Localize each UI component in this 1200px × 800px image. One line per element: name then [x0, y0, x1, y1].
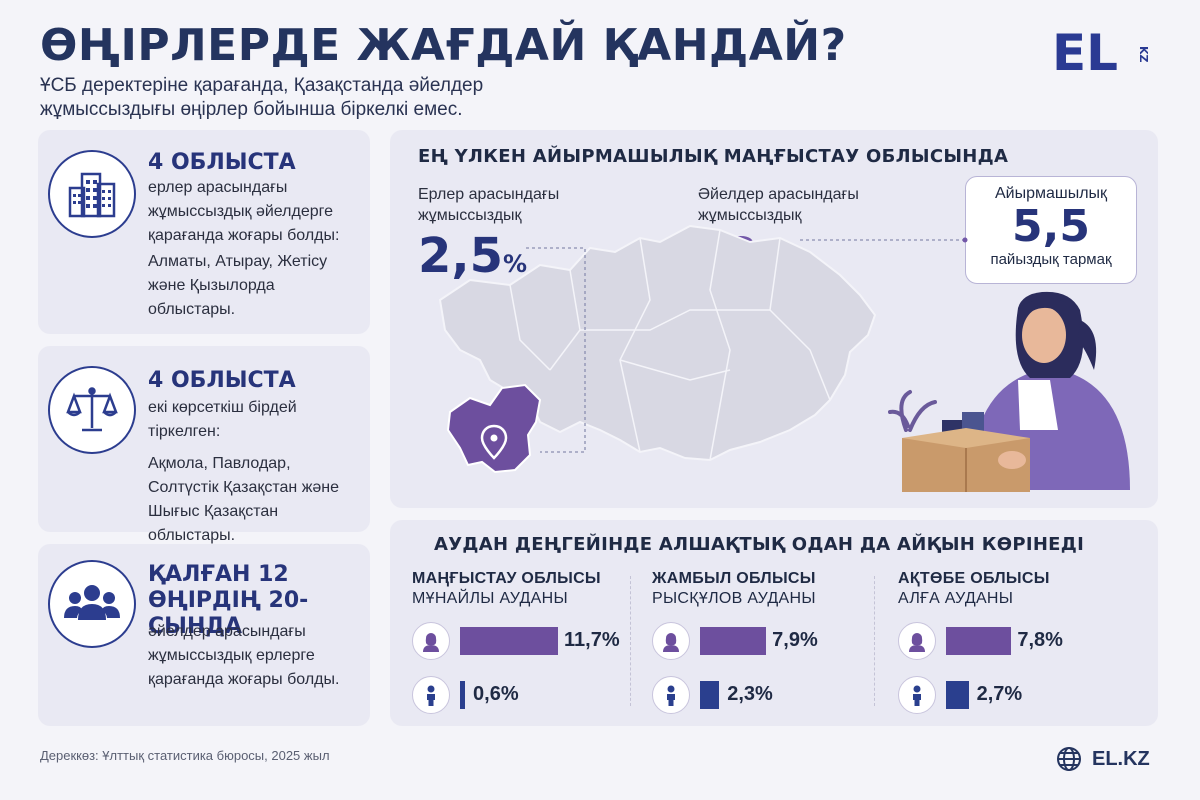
card-region-list: Ақмола, Павлодар, Солтүстік Қазақстан жә… [148, 455, 340, 544]
people-group-icon [48, 560, 136, 648]
women-bar [460, 627, 558, 655]
men-value: 0,6% [473, 683, 519, 705]
kazakhstan-map [438, 224, 1130, 492]
district-section: АУДАН ДЕҢГЕЙІНДЕ АЛШАҚТЫҚ ОДАН ДА АЙҚЫН … [390, 520, 1158, 726]
women-value: 11,7% [564, 629, 620, 651]
card-heading: ҚАЛҒАН 12 ӨҢІРДІҢ 20-СЫНДА [148, 562, 309, 639]
difference-label: Айырмашылық [994, 185, 1108, 202]
women-unemployment-label: Әйелдер арасындағы жұмыссыздық [698, 186, 859, 224]
page-title: ӨҢІРЛЕРДЕ ЖАҒДАЙ ҚАНДАЙ? [40, 20, 847, 71]
location-pin-icon [480, 424, 508, 460]
el-kz-logo: EL KZ [1052, 24, 1150, 76]
women-bar [946, 627, 1012, 655]
district-column: ЖАМБЫЛ ОБЛЫСЫ РЫСҚҰЛОВ АУДАНЫ 7,9% 2,3% [652, 570, 892, 720]
man-icon [652, 676, 690, 714]
men-unemployment-value: 2,5% [418, 228, 528, 284]
district-heading: АУДАН ДЕҢГЕЙІНДЕ АЛШАҚТЫҚ ОДАН ДА АЙҚЫН … [434, 534, 1085, 555]
district-name: АЛҒА АУДАНЫ [898, 590, 1014, 607]
card-text: екі көрсеткіш бірдей тіркелген: [148, 399, 297, 440]
region-name: ЖАМБЫЛ ОБЛЫСЫ [652, 570, 816, 587]
info-card-women-higher: ҚАЛҒАН 12 ӨҢІРДІҢ 20-СЫНДА әйелдер арасы… [38, 544, 370, 726]
svg-text:EL: EL [1052, 24, 1118, 76]
info-card-equal: 4 ОБЛЫСТА екі көрсеткіш бірдей тіркелген… [38, 346, 370, 544]
column-divider [874, 576, 875, 706]
region-name: МАҢҒЫСТАУ ОБЛЫСЫ [412, 570, 601, 587]
card-text: ерлер арасындағы жұмыссыздық әйелдерге қ… [148, 179, 340, 244]
scales-icon [48, 366, 136, 454]
buildings-icon [48, 150, 136, 238]
difference-box: Айырмашылық 5,5 пайыздық тармақ [965, 176, 1137, 284]
footer-site-label: EL.KZ [1092, 747, 1150, 770]
district-column: МАҢҒЫСТАУ ОБЛЫСЫ МҰНАЙЛЫ АУДАНЫ 11,7% 0,6% [412, 570, 652, 720]
footer-brand[interactable]: EL.KZ [1056, 746, 1150, 772]
women-value: 7,8% [1017, 629, 1063, 651]
district-name: РЫСҚҰЛОВ АУДАНЫ [652, 590, 816, 607]
man-icon [898, 676, 936, 714]
woman-icon [652, 622, 690, 660]
difference-value: 5,5 [1012, 201, 1090, 252]
men-value: 2,3% [727, 683, 773, 705]
district-column: АҚТӨБЕ ОБЛЫСЫ АЛҒА АУДАНЫ 7,8% 2,7% [898, 570, 1138, 720]
men-bar [946, 681, 969, 709]
women-value: 7,9% [772, 629, 818, 651]
woman-icon [412, 622, 450, 660]
difference-unit: пайыздық тармақ [990, 251, 1112, 268]
globe-icon [1057, 747, 1081, 771]
card-region-list: Алматы, Атырау, Жетісу және Қызылорда об… [148, 253, 328, 318]
women-bar [700, 627, 767, 655]
source-note: Дереккөз: Ұлттық статистика бюросы, 2025… [40, 748, 330, 763]
woman-with-box-illustration [888, 291, 1130, 492]
card-text: әйелдер арасындағы жұмыссыздық ерлерге қ… [148, 623, 340, 688]
map-heading: ЕҢ ҮЛКЕН АЙЫРМАШЫЛЫҚ МАҢҒЫСТАУ ОБЛЫСЫНДА [418, 146, 1009, 167]
man-icon [412, 676, 450, 714]
district-name: МҰНАЙЛЫ АУДАНЫ [412, 590, 568, 607]
men-bar [700, 681, 720, 709]
men-value: 2,7% [976, 683, 1023, 705]
info-card-men-higher: 4 ОБЛЫСТА ерлер арасындағы жұмыссыздық ә… [38, 130, 370, 334]
woman-icon [898, 622, 936, 660]
map-section: ЕҢ ҮЛКЕН АЙЫРМАШЫЛЫҚ МАҢҒЫСТАУ ОБЛЫСЫНДА… [390, 130, 1158, 508]
men-bar [460, 681, 466, 709]
card-heading: 4 ОБЛЫСТА [148, 368, 296, 393]
column-divider [630, 576, 631, 706]
mangystau-region [446, 383, 542, 474]
card-heading: 4 ОБЛЫСТА [148, 150, 296, 175]
page-subtitle: ҰСБ деректеріне қарағанда, Қазақстанда ә… [40, 75, 484, 120]
region-name: АҚТӨБЕ ОБЛЫСЫ [898, 570, 1050, 587]
svg-text:KZ: KZ [1137, 46, 1150, 63]
men-unemployment-label: Ерлер арасындағы жұмыссыздық [418, 186, 560, 224]
